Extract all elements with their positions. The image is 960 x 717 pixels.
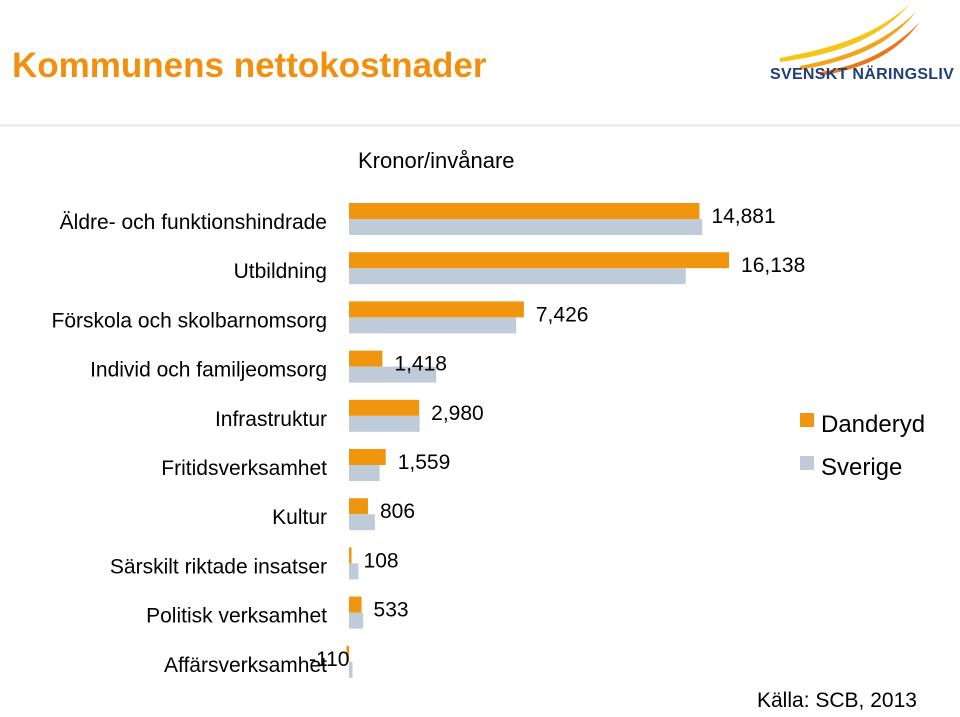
data-label-8: 533 bbox=[374, 599, 409, 622]
bar-sverige-9 bbox=[349, 661, 353, 678]
bar-sverige-5 bbox=[349, 465, 380, 481]
logo-brand-text: SVENSKT NÄRINGSLIV bbox=[770, 66, 955, 83]
bar-danderyd-0 bbox=[349, 203, 700, 219]
category-label-2: Förskola och skolbarnomsorg bbox=[52, 309, 327, 332]
svenskt-naringsliv-logo-icon bbox=[780, 4, 920, 76]
logo-wing-3 bbox=[820, 22, 920, 76]
bar-danderyd-6 bbox=[349, 498, 368, 515]
bar-danderyd-4 bbox=[349, 399, 420, 416]
bar-danderyd-7 bbox=[349, 547, 352, 564]
category-label-1: Utbildning bbox=[234, 260, 327, 283]
category-labels: Äldre- och funktionshindrade Utbildning Fö… bbox=[52, 211, 328, 677]
x-axis-title: Kronor/invånare bbox=[358, 148, 515, 173]
legend-swatch-sverige bbox=[800, 456, 814, 470]
bar-sverige-7 bbox=[349, 563, 359, 580]
data-label-7: 108 bbox=[364, 549, 399, 572]
bar-sverige-2 bbox=[349, 317, 517, 334]
data-label-2: 7,426 bbox=[536, 303, 589, 326]
bar-danderyd-1 bbox=[349, 252, 730, 269]
data-label-4: 2,980 bbox=[431, 402, 484, 425]
slide-title: Kommunens nettokostnader bbox=[12, 46, 487, 85]
category-label-9: Affärsverksamhet bbox=[164, 654, 327, 677]
category-label-7: Särskilt riktade insatser bbox=[110, 555, 327, 578]
legend-swatch-danderyd bbox=[800, 413, 814, 427]
bar-danderyd-2 bbox=[349, 301, 524, 318]
data-label-3: 1,418 bbox=[394, 353, 447, 376]
bar-sverige-8 bbox=[349, 612, 364, 629]
logo-wing-2 bbox=[800, 12, 916, 70]
bar-danderyd-3 bbox=[349, 350, 383, 367]
category-label-3: Individ och familjeomsorg bbox=[90, 359, 327, 382]
category-label-4: Infrastruktur bbox=[215, 408, 327, 431]
data-label-5: 1,559 bbox=[398, 451, 451, 474]
bar-sverige-3 bbox=[349, 366, 437, 383]
category-label-6: Kultur bbox=[272, 506, 327, 529]
data-label-1: 16,138 bbox=[741, 254, 805, 277]
bar-sverige-0 bbox=[349, 219, 703, 235]
bar-danderyd-5 bbox=[349, 449, 386, 465]
bars bbox=[346, 203, 730, 678]
data-label-9: -110 bbox=[309, 648, 349, 671]
legend: Danderyd Sverige bbox=[800, 411, 925, 481]
bar-danderyd-8 bbox=[349, 596, 362, 613]
data-label-0: 14,881 bbox=[711, 205, 775, 228]
value-labels: 14,881 16,138 7,426 1,418 2,980 1,559 806 108 53… bbox=[309, 205, 805, 671]
bar-sverige-1 bbox=[349, 268, 686, 285]
category-label-8: Politisk verksamhet bbox=[146, 605, 327, 628]
bar-sverige-4 bbox=[349, 415, 420, 432]
category-label-0: Äldre- och funktionshindrade bbox=[60, 211, 327, 234]
header-divider bbox=[0, 124, 960, 127]
bar-sverige-6 bbox=[349, 514, 375, 531]
source-note: Källa: SCB, 2013 bbox=[757, 689, 917, 712]
legend-label-danderyd: Danderyd bbox=[821, 411, 925, 438]
category-label-5: Fritidsverksamhet bbox=[161, 457, 327, 480]
legend-label-sverige: Sverige bbox=[821, 454, 902, 481]
data-label-6: 806 bbox=[380, 500, 415, 523]
logo-wing-1 bbox=[780, 4, 910, 62]
bar-danderyd-9 bbox=[346, 645, 349, 662]
